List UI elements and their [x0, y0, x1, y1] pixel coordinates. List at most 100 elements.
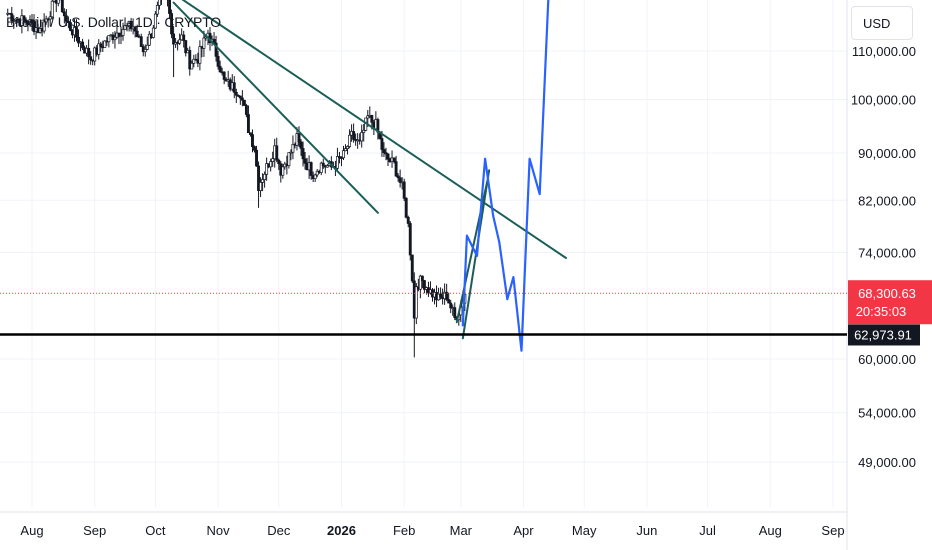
candle-body [396, 175, 400, 179]
last-price-label: 68,300.63 [858, 286, 916, 301]
candle-body [394, 161, 398, 177]
candle-body [119, 35, 123, 37]
price-tick-label: 110,000.00 [852, 44, 916, 59]
candle-body [133, 26, 137, 32]
candle-body [216, 55, 220, 67]
candle-body [352, 131, 356, 140]
candle-body [240, 97, 244, 101]
candle-body [172, 33, 176, 45]
candle-body [251, 134, 254, 147]
price-tick-label: 49,000.00 [858, 455, 916, 470]
time-tick-label: Apr [513, 523, 534, 538]
candle-body [145, 44, 149, 50]
candle-body [453, 307, 457, 318]
candle-body [192, 58, 196, 64]
candle-body [261, 179, 265, 183]
candle-body [107, 35, 111, 43]
time-tick-label: Sep [83, 523, 106, 538]
price-tick-label: 82,000.00 [858, 193, 916, 208]
chart-title[interactable]: Bitcoin / U.S. Dollar · 1D · CRYPTO [6, 14, 221, 30]
candle-body [275, 145, 279, 161]
price-axis[interactable]: 110,000.00 100,000.00 90,000.00 82,000.00 74… [851, 44, 916, 470]
candle-body [178, 39, 182, 44]
candle-body [335, 156, 339, 169]
candle-body [153, 13, 157, 29]
candle-body [263, 173, 267, 180]
candle-body [12, 19, 16, 22]
candle-body [253, 146, 256, 151]
candle-body [242, 99, 246, 106]
candle-body [30, 19, 34, 24]
price-tick-label: 74,000.00 [858, 245, 916, 260]
candle-body [151, 27, 155, 38]
candle-body [404, 197, 408, 218]
candle-body [287, 152, 291, 167]
candle-body [139, 36, 143, 47]
candle-body [269, 161, 273, 168]
candle-body [289, 151, 293, 154]
candle-body [325, 165, 329, 168]
candle-body [129, 20, 133, 30]
candle-body [184, 40, 188, 54]
candle-body [366, 115, 370, 119]
candle-body [234, 92, 238, 96]
candle-body [56, 0, 60, 4]
candle-body [402, 181, 406, 199]
candle-body [342, 150, 345, 159]
candle-body [99, 43, 103, 48]
candle-body [386, 153, 390, 160]
candle-body [54, 0, 58, 4]
candle-body [238, 95, 242, 99]
candle-body [406, 216, 410, 224]
time-tick-label: Sep [821, 523, 844, 538]
candle-body [319, 162, 323, 173]
candle-body [380, 138, 384, 150]
candle-body [447, 299, 451, 304]
candle-body [66, 20, 70, 23]
time-tick-label: May [572, 523, 597, 538]
price-tick-label: 60,000.00 [858, 352, 916, 367]
time-tick-label: Dec [267, 523, 291, 538]
candle-body [346, 146, 349, 149]
price-tick-label: 100,000.00 [851, 92, 916, 107]
candle-body [117, 32, 121, 37]
candle-body [309, 162, 313, 176]
time-tick-label: Nov [207, 523, 231, 538]
trendline [172, 1, 379, 214]
candle-body [155, 5, 159, 15]
candle-body [255, 149, 258, 167]
time-tick-label: Feb [393, 523, 415, 538]
candle-body [277, 159, 281, 165]
candle-body [20, 15, 24, 26]
candle-body [281, 166, 285, 176]
candle-body [249, 132, 252, 135]
candle-body [103, 40, 107, 48]
candle-body [362, 129, 366, 133]
candle-body [10, 13, 14, 22]
candle-body [338, 156, 341, 158]
time-axis[interactable]: Aug Sep Oct Nov Dec 2026 Feb Mar Apr May Jun Jul Aug… [20, 523, 844, 538]
candle-body [271, 158, 275, 162]
time-tick-label: Jun [636, 523, 657, 538]
candle-body [135, 30, 139, 38]
candle-body [303, 158, 307, 164]
currency-selector[interactable]: USD [851, 6, 913, 40]
candle-body [147, 33, 151, 46]
candle-body [62, 11, 66, 17]
projection-polyline [461, 0, 550, 352]
candle-body [75, 27, 78, 38]
candle-body [113, 36, 117, 41]
candle-body [97, 43, 101, 55]
price-labels: 68,300.63 20:35:03 62,973.91 [848, 280, 932, 346]
candle-body [392, 157, 396, 162]
candle-body [121, 29, 125, 36]
candle-body [384, 152, 388, 155]
price-tick-label: 90,000.00 [858, 146, 916, 161]
candle-body [410, 254, 414, 282]
candle-body [291, 143, 295, 153]
candle-body [321, 162, 325, 167]
candlestick-series [6, 0, 467, 358]
candle-body [382, 149, 386, 153]
projection-path[interactable] [461, 0, 550, 352]
